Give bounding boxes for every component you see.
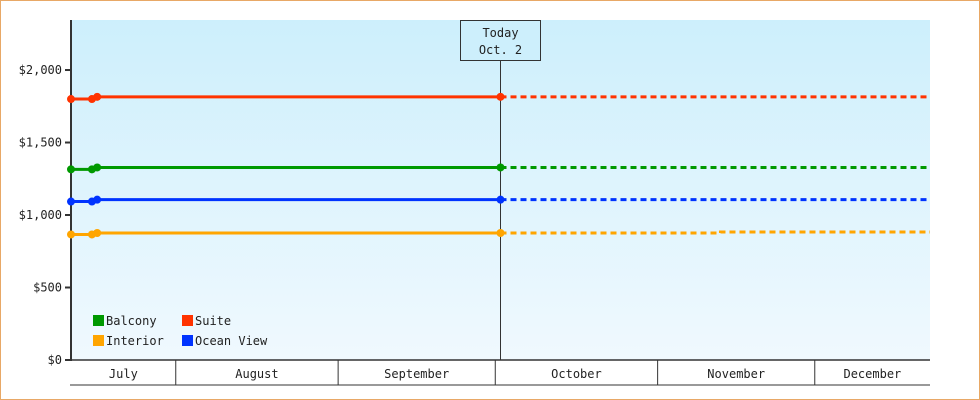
legend-swatch	[182, 335, 193, 346]
data-point-interior	[67, 230, 75, 239]
month-label: December	[843, 367, 901, 381]
legend-label: Interior	[106, 334, 164, 348]
y-tick-label: $2,000	[19, 63, 62, 77]
month-label: July	[109, 367, 138, 381]
data-point-balcony	[67, 165, 75, 174]
forecast-line-interior	[500, 230, 930, 235]
legend-label: Balcony	[106, 314, 157, 328]
data-point-suite	[67, 95, 75, 104]
data-point-suite	[496, 92, 505, 101]
month-label: August	[235, 367, 278, 381]
month-label: November	[707, 367, 765, 381]
data-point-suite	[93, 92, 102, 101]
data-point-ocean-view	[67, 197, 75, 206]
legend-swatch	[93, 315, 104, 326]
data-point-ocean-view	[496, 195, 505, 204]
y-tick-label: $1,000	[19, 208, 62, 222]
data-point-interior	[496, 228, 505, 237]
data-point-balcony	[496, 163, 505, 172]
legend-label: Ocean View	[195, 334, 268, 348]
today-label: Today	[482, 26, 518, 40]
legend-label: Suite	[195, 314, 231, 328]
data-point-balcony	[93, 163, 102, 172]
month-label: October	[551, 367, 602, 381]
today-date: Oct. 2	[479, 43, 522, 57]
data-point-ocean-view	[93, 195, 102, 204]
legend-swatch	[93, 335, 104, 346]
today-box	[460, 20, 541, 61]
y-tick-label: $500	[33, 281, 62, 295]
month-label: September	[384, 367, 449, 381]
series-line-interior	[71, 231, 501, 236]
data-point-interior	[93, 228, 102, 237]
y-tick-label: $0	[48, 353, 62, 367]
legend-swatch	[182, 315, 193, 326]
y-tick-label: $1,500	[19, 136, 62, 150]
